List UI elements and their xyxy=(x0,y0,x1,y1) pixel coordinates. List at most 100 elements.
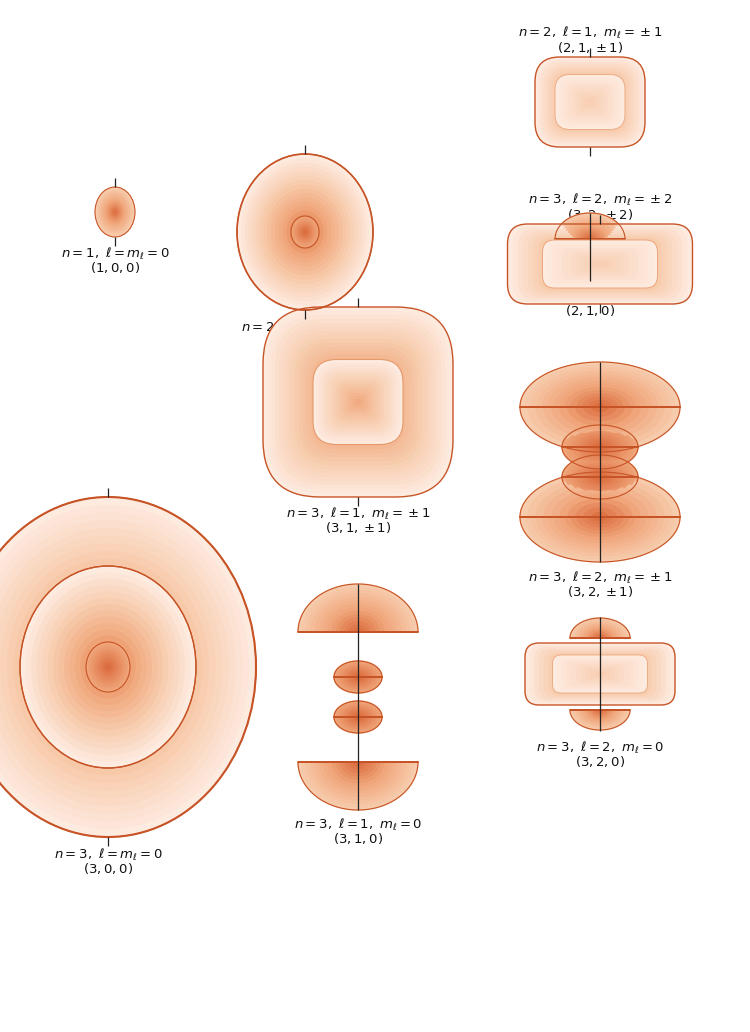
Ellipse shape xyxy=(294,219,316,245)
Polygon shape xyxy=(320,762,397,793)
Ellipse shape xyxy=(100,193,130,231)
Polygon shape xyxy=(594,710,606,714)
Ellipse shape xyxy=(299,226,310,238)
Polygon shape xyxy=(554,517,646,543)
Ellipse shape xyxy=(298,224,312,240)
Polygon shape xyxy=(568,407,632,425)
Polygon shape xyxy=(350,762,367,769)
FancyBboxPatch shape xyxy=(568,84,612,120)
Polygon shape xyxy=(582,626,618,638)
Polygon shape xyxy=(315,762,400,797)
Ellipse shape xyxy=(0,544,216,791)
FancyBboxPatch shape xyxy=(582,95,598,108)
FancyBboxPatch shape xyxy=(541,62,640,142)
Polygon shape xyxy=(589,447,611,454)
Polygon shape xyxy=(596,477,604,479)
FancyBboxPatch shape xyxy=(548,241,652,286)
Ellipse shape xyxy=(296,223,314,241)
Polygon shape xyxy=(345,762,370,772)
FancyBboxPatch shape xyxy=(562,658,638,689)
Ellipse shape xyxy=(80,636,136,699)
FancyBboxPatch shape xyxy=(562,658,638,689)
Polygon shape xyxy=(585,447,615,456)
FancyBboxPatch shape xyxy=(553,654,646,694)
Text: $(3, 2, \pm 1)$: $(3, 2, \pm 1)$ xyxy=(567,584,633,599)
Polygon shape xyxy=(574,477,626,492)
FancyBboxPatch shape xyxy=(274,319,441,485)
FancyBboxPatch shape xyxy=(326,372,390,432)
FancyBboxPatch shape xyxy=(566,82,615,122)
Text: $n = 2,\ \ell = 1,\ m_\ell = 0$: $n = 2,\ \ell = 1,\ m_\ell = 0$ xyxy=(526,289,654,305)
FancyBboxPatch shape xyxy=(584,257,616,270)
Ellipse shape xyxy=(53,604,163,730)
Polygon shape xyxy=(328,762,388,786)
Ellipse shape xyxy=(102,195,128,229)
Ellipse shape xyxy=(0,513,242,821)
Polygon shape xyxy=(528,477,672,517)
Text: $(3, 2, 0)$: $(3, 2, 0)$ xyxy=(575,754,625,769)
Ellipse shape xyxy=(88,644,128,690)
Polygon shape xyxy=(324,762,392,789)
Ellipse shape xyxy=(26,573,190,762)
Ellipse shape xyxy=(278,201,332,262)
FancyBboxPatch shape xyxy=(566,250,634,278)
FancyBboxPatch shape xyxy=(302,347,413,457)
Polygon shape xyxy=(344,707,373,717)
Ellipse shape xyxy=(86,642,130,692)
Polygon shape xyxy=(592,447,608,451)
Polygon shape xyxy=(576,407,624,420)
Polygon shape xyxy=(337,663,380,677)
FancyBboxPatch shape xyxy=(587,100,592,104)
FancyBboxPatch shape xyxy=(314,358,401,446)
FancyBboxPatch shape xyxy=(342,387,374,417)
Polygon shape xyxy=(594,634,606,638)
Polygon shape xyxy=(307,762,410,803)
FancyBboxPatch shape xyxy=(586,668,614,680)
FancyBboxPatch shape xyxy=(338,382,378,422)
Polygon shape xyxy=(564,220,616,239)
FancyBboxPatch shape xyxy=(538,59,642,144)
Polygon shape xyxy=(320,602,397,632)
Ellipse shape xyxy=(244,163,365,301)
Polygon shape xyxy=(578,463,622,477)
Ellipse shape xyxy=(64,616,152,717)
FancyBboxPatch shape xyxy=(549,68,632,136)
Polygon shape xyxy=(344,717,373,727)
Ellipse shape xyxy=(7,551,209,783)
Ellipse shape xyxy=(37,585,179,749)
Polygon shape xyxy=(581,232,598,239)
Text: $n = 3,\ \ell = m_\ell = 0$: $n = 3,\ \ell = m_\ell = 0$ xyxy=(53,847,163,863)
Polygon shape xyxy=(341,706,375,717)
FancyBboxPatch shape xyxy=(562,248,638,280)
Polygon shape xyxy=(339,677,377,689)
Polygon shape xyxy=(558,215,622,239)
Ellipse shape xyxy=(106,201,123,223)
Polygon shape xyxy=(585,628,615,638)
Ellipse shape xyxy=(301,227,309,236)
Polygon shape xyxy=(588,630,612,638)
Polygon shape xyxy=(548,378,652,407)
FancyBboxPatch shape xyxy=(283,327,434,477)
Polygon shape xyxy=(584,508,616,517)
Polygon shape xyxy=(576,710,624,725)
Polygon shape xyxy=(350,625,367,632)
Polygon shape xyxy=(578,230,602,239)
Polygon shape xyxy=(592,473,608,477)
Polygon shape xyxy=(587,255,593,257)
FancyBboxPatch shape xyxy=(572,663,628,685)
Text: $(3, 2, \pm 2)$: $(3, 2, \pm 2)$ xyxy=(567,207,633,222)
Polygon shape xyxy=(566,427,634,447)
Polygon shape xyxy=(578,394,622,407)
Ellipse shape xyxy=(97,654,119,679)
Ellipse shape xyxy=(61,613,155,721)
Polygon shape xyxy=(585,469,615,477)
FancyBboxPatch shape xyxy=(590,260,610,268)
Polygon shape xyxy=(310,762,405,800)
Polygon shape xyxy=(567,255,614,272)
Polygon shape xyxy=(561,255,620,277)
FancyBboxPatch shape xyxy=(571,87,609,118)
Ellipse shape xyxy=(298,223,313,240)
FancyBboxPatch shape xyxy=(538,237,662,291)
Polygon shape xyxy=(597,710,603,712)
FancyBboxPatch shape xyxy=(584,97,596,106)
